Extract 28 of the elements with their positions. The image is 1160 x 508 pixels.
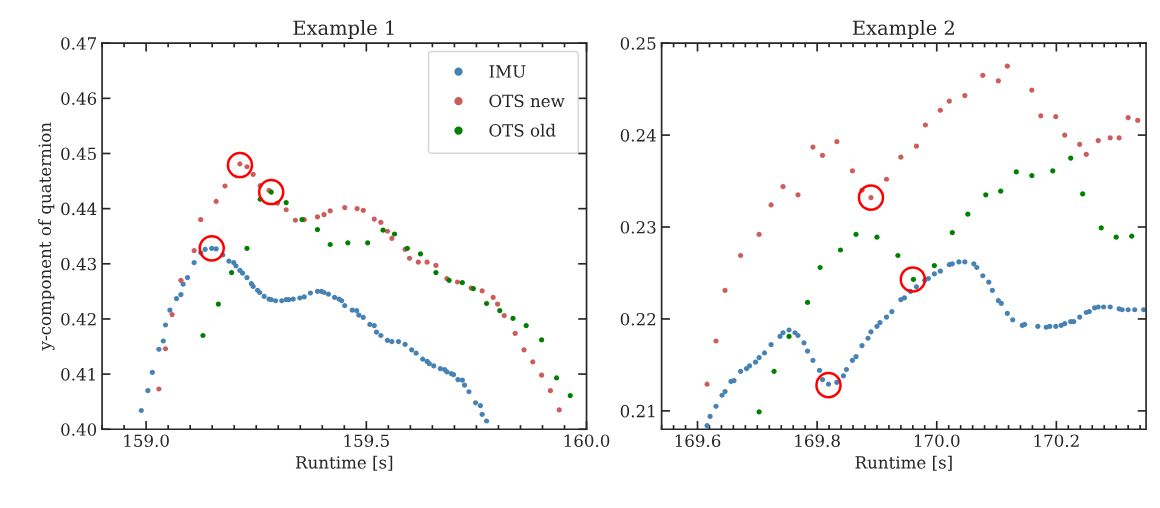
- x-tick-label: 159.0: [124, 434, 169, 448]
- x-tick-label: 160.0: [564, 434, 610, 448]
- y-tick-label: 0.44: [61, 202, 97, 216]
- y-tick-label: 0.25: [620, 37, 656, 50]
- y-tick-label: 0.41: [61, 368, 95, 381]
- y-tick-label: 0.46: [61, 92, 97, 105]
- x-tick-label: 170.2: [1034, 434, 1079, 448]
- legend-label: OTS new: [489, 94, 565, 108]
- y-tick-label: 0.23: [620, 220, 656, 234]
- chart-title: Example 2: [852, 20, 954, 39]
- x-tick-label: 169.8: [795, 434, 840, 448]
- y-tick-label: 0.24: [620, 129, 656, 142]
- x-axis-title: Runtime [s]: [855, 455, 952, 471]
- y-tick-label: 0.47: [61, 37, 97, 50]
- y-tick-label: 0.21: [620, 404, 655, 418]
- y-tick-label: 0.42: [61, 312, 96, 326]
- y-tick-label: 0.40: [61, 423, 97, 436]
- x-tick-label: 169.6: [675, 434, 721, 448]
- x-tick-label: 170.0: [914, 434, 960, 448]
- chart-title: Example 1: [293, 20, 394, 39]
- legend-label: IMU: [489, 65, 526, 78]
- y-axis-title: y-component of quaternion: [38, 122, 55, 351]
- x-tick-label: 159.5: [344, 434, 389, 448]
- y-tick-label: 0.45: [61, 147, 96, 161]
- y-tick-label: 0.22: [620, 312, 656, 326]
- legend-label: OTS old: [489, 123, 556, 137]
- y-tick-label: 0.43: [61, 257, 96, 271]
- x-axis-title: Runtime [s]: [295, 455, 393, 471]
